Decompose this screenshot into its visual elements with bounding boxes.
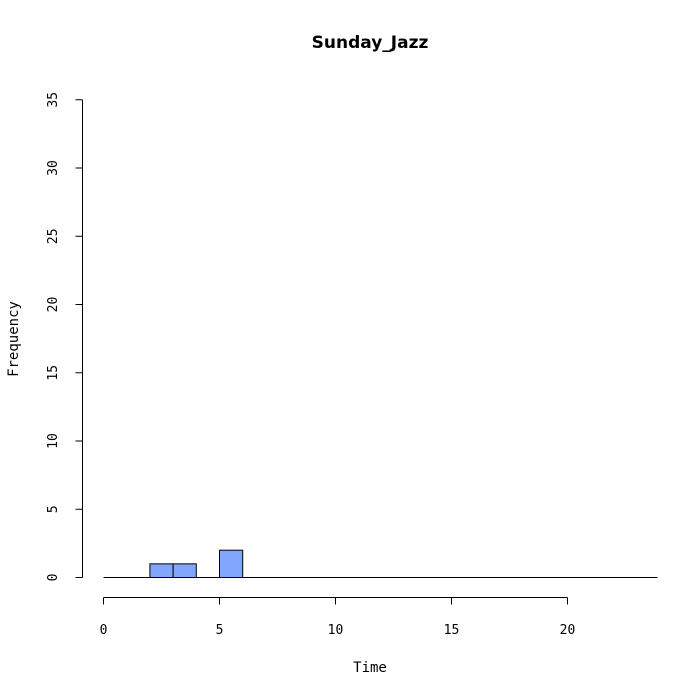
histogram-bar (172, 563, 197, 578)
x-tick-label: 15 (444, 623, 460, 638)
chart-title: Sunday_Jazz (312, 33, 429, 53)
y-tick-label: 5 (46, 505, 61, 513)
x-tick-label: 5 (216, 623, 224, 638)
histogram-bar (149, 563, 174, 578)
y-axis-label: Frequency (6, 301, 22, 377)
y-tick-label: 20 (46, 297, 61, 313)
y-tick-label: 10 (46, 433, 61, 449)
x-axis-label: Time (353, 660, 387, 676)
x-tick-label: 20 (560, 623, 576, 638)
x-tick-label: 10 (328, 623, 344, 638)
y-tick-label: 30 (46, 160, 61, 176)
histogram-bars (103, 549, 658, 579)
y-axis: 0 5 10 15 20 25 30 35 (46, 92, 83, 581)
histogram-bar (219, 549, 244, 579)
y-tick-label: 0 (46, 574, 61, 582)
y-tick-label: 15 (46, 365, 61, 381)
x-axis: 0 5 10 15 20 (100, 597, 576, 638)
y-tick-label: 35 (46, 92, 61, 108)
y-tick-label: 25 (46, 228, 61, 244)
x-tick-label: 0 (100, 623, 108, 638)
